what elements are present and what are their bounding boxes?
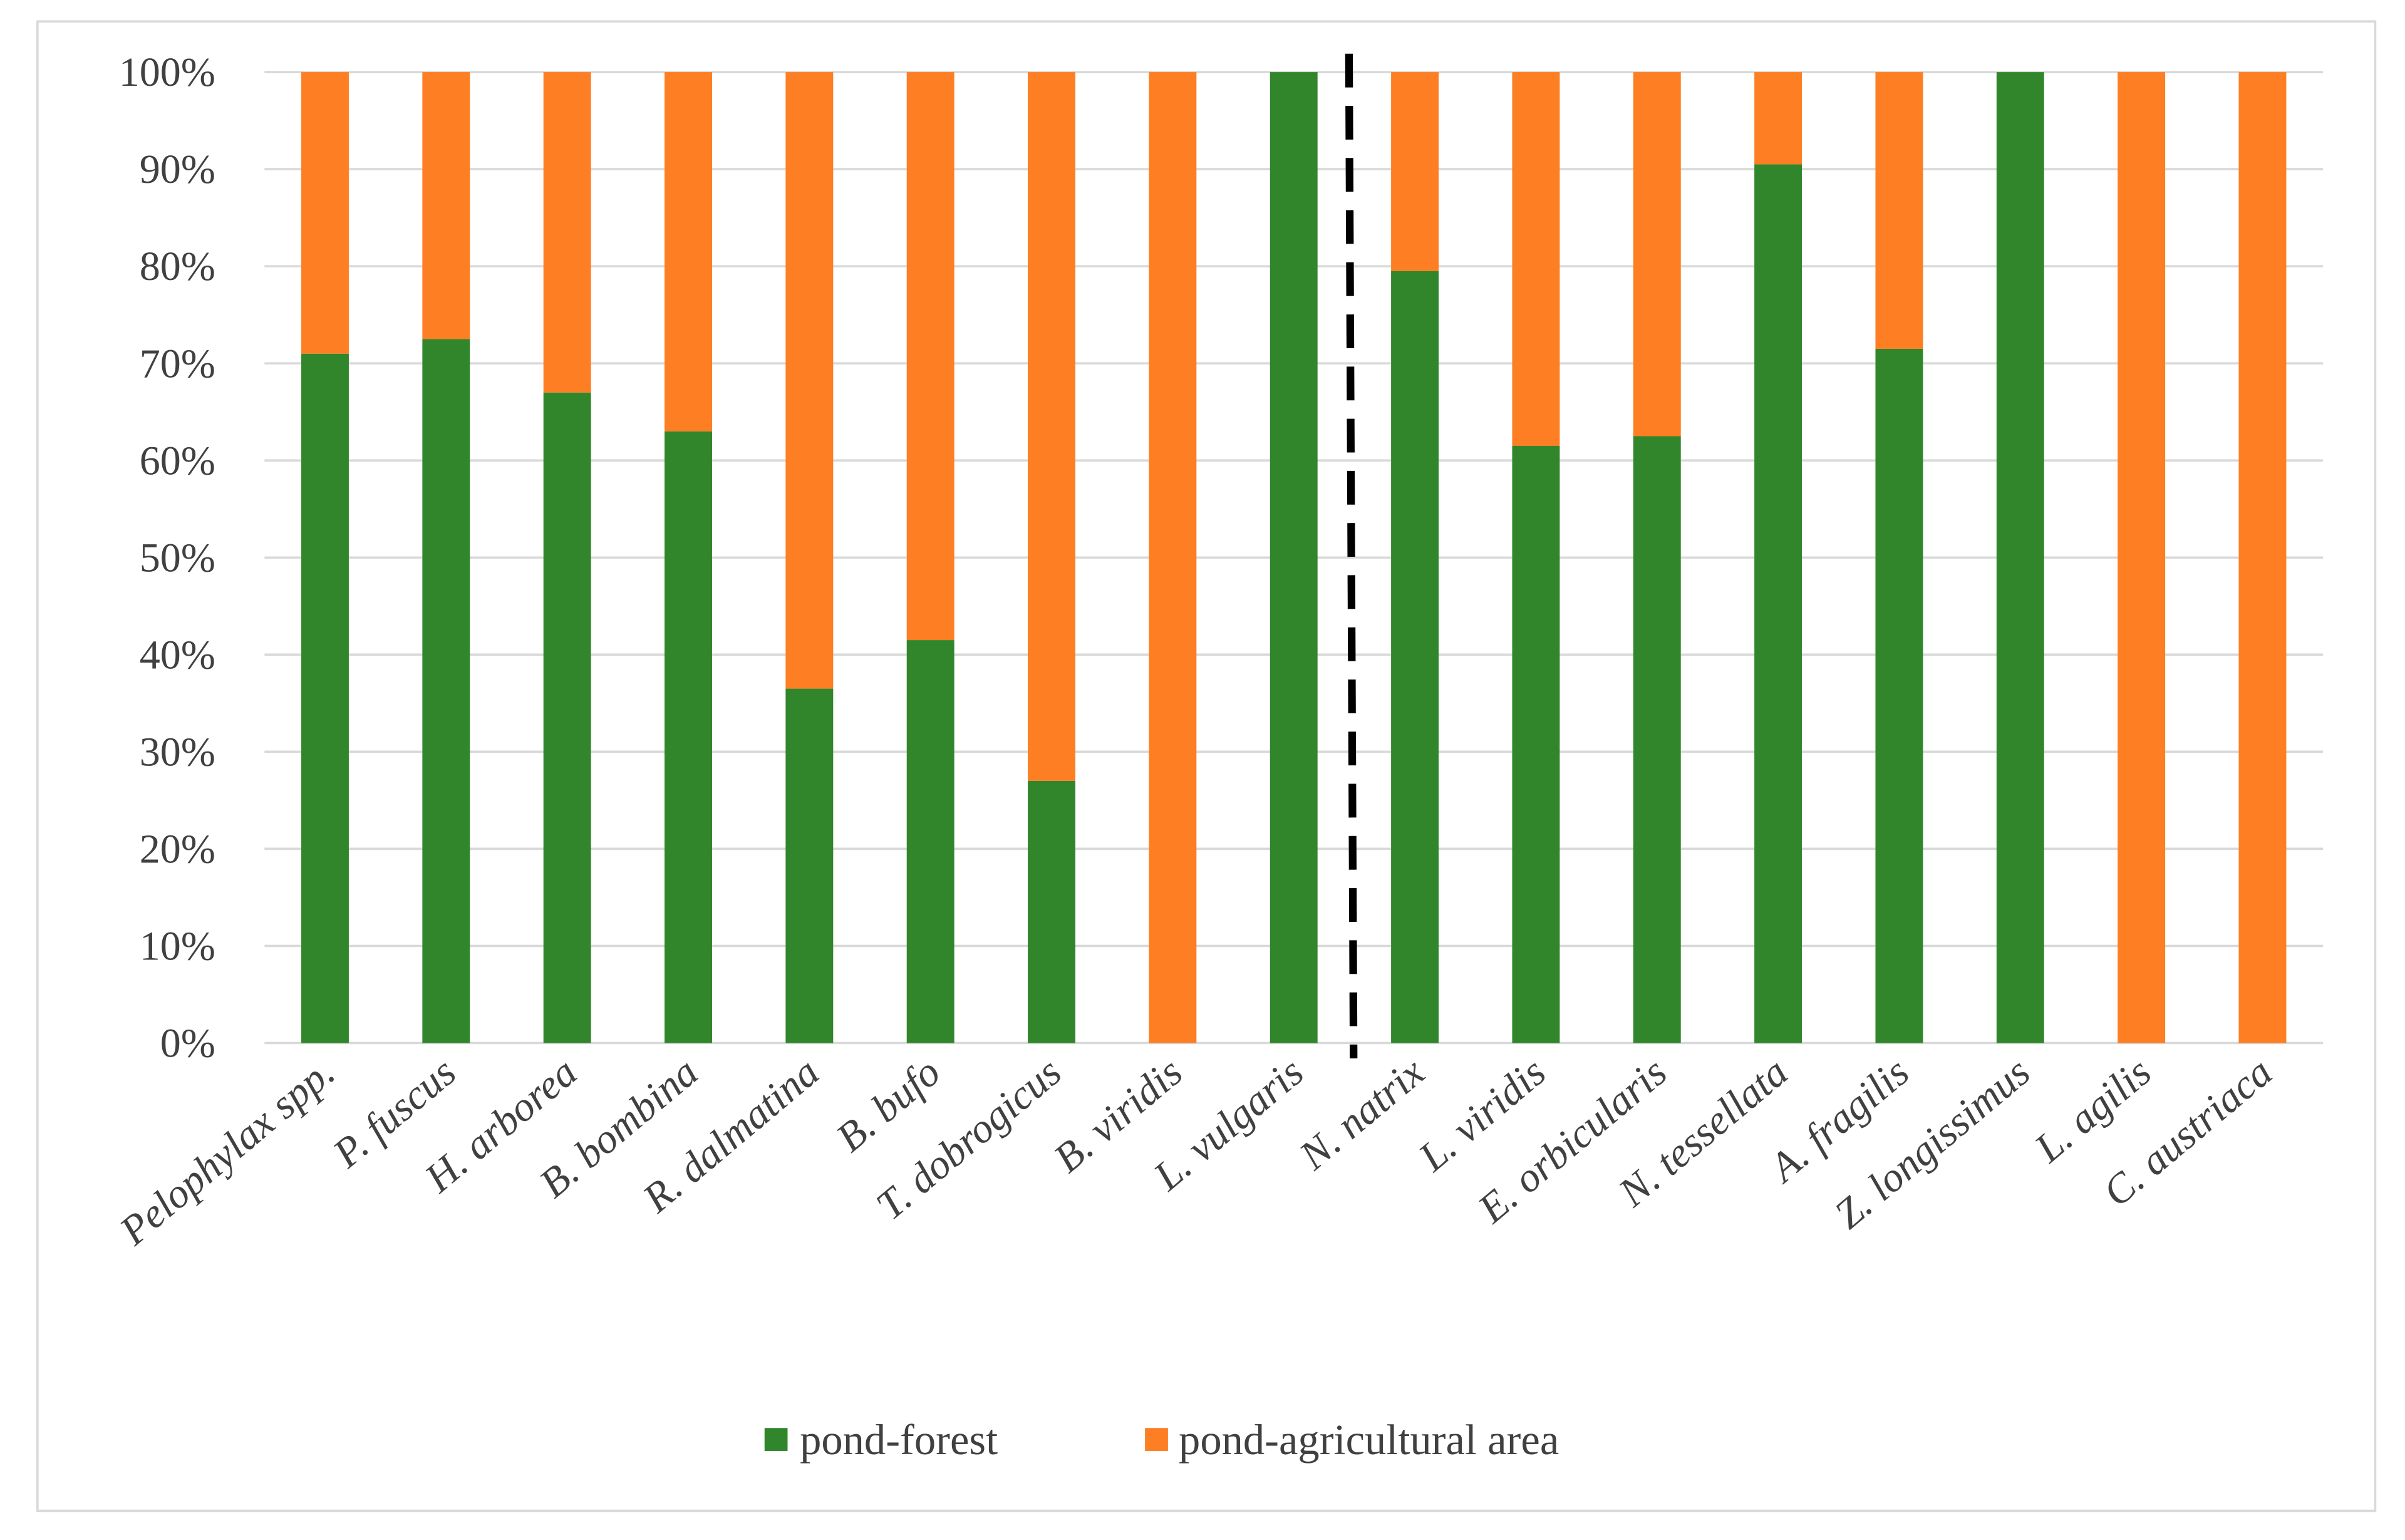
bar-pond-agricultural [1754, 72, 1802, 165]
bar-pond-forest [1028, 780, 1076, 1043]
bar-pond-forest [1391, 271, 1439, 1043]
bar-pond-forest [906, 640, 954, 1043]
y-tick-label: 30% [140, 729, 215, 775]
bar-pond-forest [1875, 348, 1923, 1043]
bar-pond-agricultural [785, 72, 834, 689]
bar-pond-forest [1996, 72, 2044, 1043]
y-tick-label: 70% [140, 341, 215, 386]
bar-pond-agricultural [1028, 72, 1076, 781]
y-tick-label: 40% [140, 632, 215, 678]
divider-dashed-line [1345, 53, 1358, 1058]
y-tick-label: 0% [160, 1021, 215, 1067]
bar-pond-agricultural [422, 72, 470, 339]
bar-pond-agricultural [543, 72, 591, 393]
bar-pond-forest [1270, 72, 1318, 1043]
legend-label-pond-agricultural: pond-agricultural area [1179, 1416, 1559, 1464]
bar-pond-forest [301, 353, 349, 1043]
bar-pond-agricultural [665, 72, 712, 432]
bar-pond-agricultural [1512, 72, 1560, 446]
bar-pond-forest [543, 392, 591, 1043]
bar-pond-forest [1512, 445, 1560, 1043]
legend-label-pond-forest: pond-forest [800, 1416, 998, 1464]
bar-pond-agricultural [1391, 72, 1439, 271]
legend-swatch-pond-forest [764, 1428, 788, 1451]
bar-pond-forest [422, 339, 470, 1043]
legend-swatch-pond-agricultural [1145, 1428, 1168, 1451]
y-tick-label: 10% [140, 923, 215, 969]
y-tick-label: 80% [140, 244, 215, 289]
bar-pond-agricultural [906, 72, 954, 641]
y-tick-label: 100% [119, 49, 215, 95]
bar-pond-forest [1754, 164, 1802, 1043]
bar-pond-forest [1633, 436, 1681, 1043]
bar-pond-forest [785, 688, 834, 1043]
bar-pond-agricultural [1633, 72, 1681, 437]
legend: pond-forest pond-agricultural area [764, 1416, 1559, 1464]
y-tick-label: 90% [140, 147, 215, 192]
bar-pond-agricultural [1875, 72, 1923, 349]
y-tick-label: 60% [140, 438, 215, 483]
y-tick-label: 20% [140, 826, 215, 872]
y-axis-ticks: 0% 10% 20% 30% 40% 50% 60% 70% 80% 90% 100% [119, 49, 215, 1066]
bars [301, 72, 2287, 1043]
y-tick-label: 50% [140, 535, 215, 581]
bar-pond-forest [665, 431, 712, 1043]
bar-pond-agricultural [2238, 72, 2287, 1043]
bar-pond-agricultural [2118, 72, 2166, 1043]
bar-pond-agricultural [1149, 72, 1197, 1043]
bar-pond-agricultural [301, 72, 349, 354]
